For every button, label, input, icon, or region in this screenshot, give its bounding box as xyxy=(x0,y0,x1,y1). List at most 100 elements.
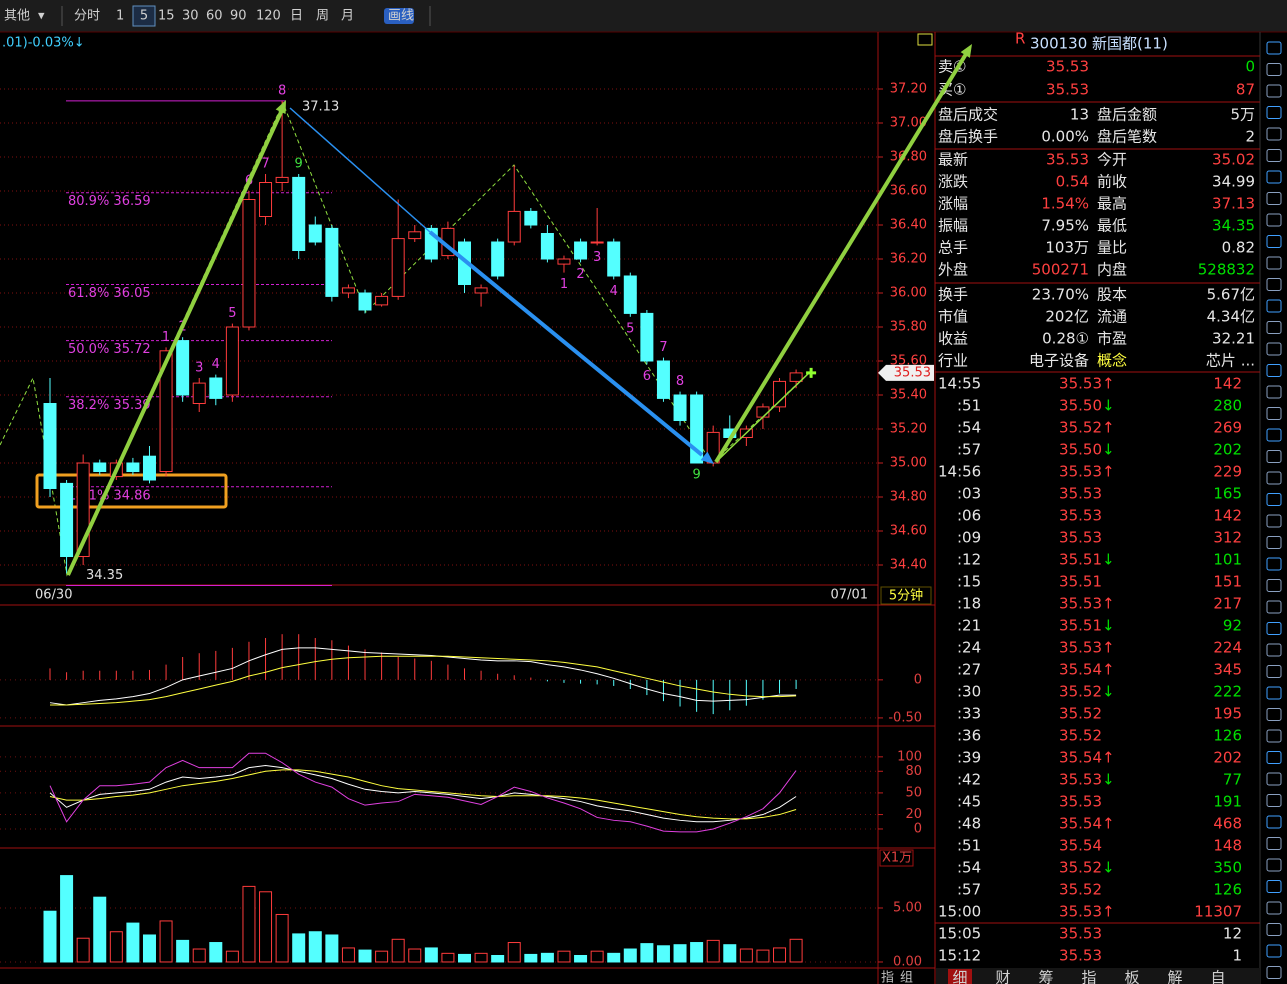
candle-body xyxy=(126,462,140,472)
tool-icon[interactable] xyxy=(1266,686,1282,700)
toolbar-item[interactable]: 画线 xyxy=(388,9,414,24)
toolbar-item[interactable]: 15 xyxy=(158,9,175,24)
tool-icon[interactable] xyxy=(1266,256,1282,270)
toolbar-item[interactable]: 其他 xyxy=(4,9,30,24)
indicator-line xyxy=(49,764,797,823)
tool-icon[interactable] xyxy=(1266,966,1282,979)
toolbar-item[interactable]: 分时 xyxy=(74,9,100,24)
quote-value: 0.28① xyxy=(1042,330,1089,348)
bottom-tab[interactable]: 细 xyxy=(952,969,967,984)
candle-body xyxy=(491,241,505,277)
tool-icon[interactable] xyxy=(1266,149,1282,162)
tool-icon[interactable] xyxy=(1266,428,1282,442)
toolbar-item[interactable]: ▾ xyxy=(38,9,45,24)
volume-bar xyxy=(706,939,720,963)
toolbar-item[interactable]: 1 xyxy=(116,9,124,24)
tool-icon[interactable] xyxy=(1266,235,1282,248)
tool-icon[interactable] xyxy=(1266,106,1282,119)
toolbar-item[interactable]: 120 xyxy=(256,9,281,24)
toolbar-item[interactable]: 月 xyxy=(341,9,354,24)
tool-icon[interactable] xyxy=(1266,170,1282,184)
trade-volume: 202 xyxy=(1213,749,1242,767)
tool-icon[interactable] xyxy=(1266,321,1282,334)
tool-icon[interactable] xyxy=(1266,471,1282,485)
trade-time: 15:12 xyxy=(938,947,981,965)
quote-label: 股本 xyxy=(1097,286,1127,304)
tool-icon[interactable] xyxy=(1266,751,1282,764)
trade-volume: 191 xyxy=(1213,793,1242,811)
trend-line xyxy=(289,107,431,233)
quote-value: 0.54 xyxy=(1056,173,1089,191)
bottom-tab[interactable]: 财 xyxy=(995,969,1010,984)
chart-tab[interactable]: 指 xyxy=(881,971,894,984)
tool-icon[interactable] xyxy=(1266,622,1282,635)
quote-label: 振幅 xyxy=(938,217,968,235)
tool-icon[interactable] xyxy=(1266,772,1282,786)
trade-time: :21 xyxy=(957,617,981,635)
bottom-tab[interactable]: 解 xyxy=(1167,969,1182,984)
toolbar-item[interactable]: 日 xyxy=(290,9,303,24)
trade-time: 14:56 xyxy=(938,463,981,481)
chart-tab[interactable]: 组 xyxy=(900,971,913,984)
tool-icon[interactable] xyxy=(1266,63,1282,76)
y-tick-label: 34.60 xyxy=(890,524,927,539)
corner-icon[interactable] xyxy=(917,33,933,46)
tool-icon[interactable] xyxy=(1266,557,1282,571)
tool-icon[interactable] xyxy=(1266,364,1282,377)
tool-icon[interactable] xyxy=(1266,815,1282,829)
tool-icon[interactable] xyxy=(1266,493,1282,506)
tool-icon[interactable] xyxy=(1266,514,1282,528)
tool-icon[interactable] xyxy=(1266,579,1282,592)
volume-bar xyxy=(76,937,90,963)
candle-body xyxy=(557,258,571,265)
tool-icon[interactable] xyxy=(1266,41,1282,55)
indicator-line xyxy=(49,752,797,833)
tool-icon[interactable] xyxy=(1266,643,1282,657)
candle-body xyxy=(176,340,190,396)
tool-icon[interactable] xyxy=(1266,278,1282,291)
bottom-tab[interactable]: 指 xyxy=(1081,969,1096,984)
candle-body xyxy=(325,227,339,297)
quote-label: 盘后换手 xyxy=(938,128,998,146)
tool-icon[interactable] xyxy=(1266,192,1282,205)
toolbar-item[interactable]: 90 xyxy=(230,9,247,24)
candle-body xyxy=(209,377,223,399)
tool-icon[interactable] xyxy=(1266,385,1282,399)
draw-button[interactable] xyxy=(384,8,414,24)
tool-icon[interactable] xyxy=(1266,450,1282,463)
toolbar-item[interactable]: 周 xyxy=(316,9,329,24)
toolbar-item[interactable]: 30 xyxy=(182,9,199,24)
bottom-tab[interactable]: 自 xyxy=(1210,969,1225,984)
quote-value: 1.54% xyxy=(1041,195,1089,213)
fib-label: 50.0% 35.72 xyxy=(68,342,151,357)
toolbar-item[interactable]: 5 xyxy=(140,9,148,24)
tool-icon[interactable] xyxy=(1266,213,1282,227)
tool-icon[interactable] xyxy=(1266,299,1282,313)
tool-icon[interactable] xyxy=(1266,880,1282,893)
tool-icon[interactable] xyxy=(1266,944,1282,958)
tool-icon[interactable] xyxy=(1266,923,1282,936)
td-mark: 4 xyxy=(610,284,618,299)
bottom-tab[interactable]: 板 xyxy=(1124,969,1139,984)
tool-icon[interactable] xyxy=(1266,84,1282,98)
trade-arrow: ↑ xyxy=(1102,749,1115,767)
tool-icon[interactable] xyxy=(1266,858,1282,872)
tool-icon[interactable] xyxy=(1266,536,1282,549)
tool-icon[interactable] xyxy=(1266,708,1282,721)
tool-icon[interactable] xyxy=(1266,407,1282,420)
candle-body xyxy=(408,231,422,240)
tool-icon[interactable] xyxy=(1266,600,1282,614)
trade-arrow: ↑ xyxy=(1102,661,1115,679)
trade-price: 35.54 xyxy=(1059,837,1102,855)
bottom-tab[interactable]: 筹 xyxy=(1038,969,1053,984)
tool-icon[interactable] xyxy=(1266,729,1282,743)
tool-icon[interactable] xyxy=(1266,665,1282,678)
tool-icon[interactable] xyxy=(1266,127,1282,141)
quote-value: 202亿 xyxy=(1045,308,1089,326)
trade-time: :48 xyxy=(957,815,981,833)
tool-icon[interactable] xyxy=(1266,342,1282,356)
tool-icon[interactable] xyxy=(1266,794,1282,807)
tool-icon[interactable] xyxy=(1266,837,1282,850)
toolbar-item[interactable]: 60 xyxy=(206,9,223,24)
tool-icon[interactable] xyxy=(1266,901,1282,915)
